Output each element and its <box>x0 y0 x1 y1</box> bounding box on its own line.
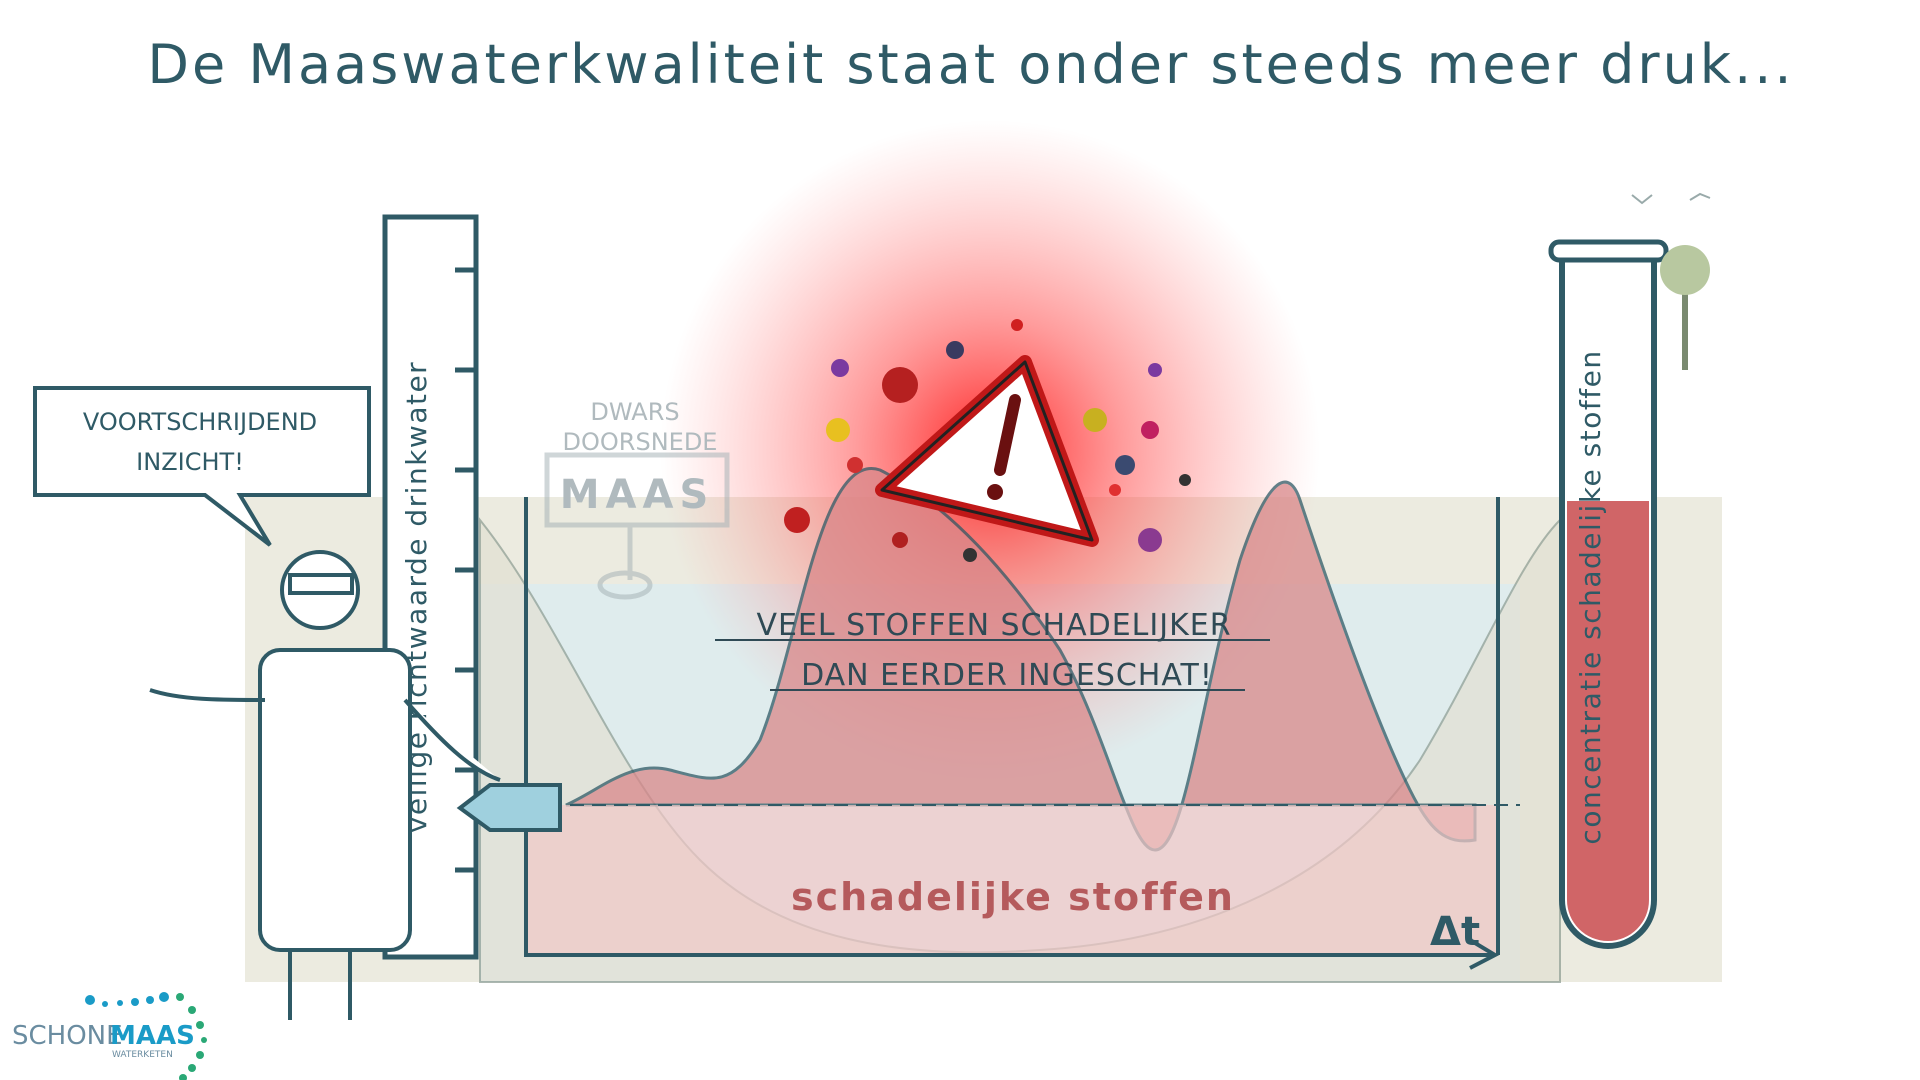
harmful-substances-label: schadelijke stoffen <box>791 875 1235 919</box>
speech-bubble <box>33 386 371 547</box>
logo-part-2: MAAS <box>110 1021 195 1051</box>
page-title: De Maaswaterkwaliteit staat onder steeds… <box>147 33 1794 96</box>
maas-sign <box>544 452 730 600</box>
warning-icon <box>875 355 1099 547</box>
bird-icon <box>1631 192 1711 205</box>
message-line-1: VEEL STOFFEN SCHADELIJKER <box>756 608 1231 643</box>
threshold-marker <box>456 783 562 832</box>
time-axis-label: Δt <box>1430 909 1480 955</box>
concentration-curve <box>565 467 1477 852</box>
sign-caption-2: DOORSNEDE <box>563 428 718 456</box>
speech-line-1: VOORTSCHRIJDEND <box>83 408 317 436</box>
test-tube-icon <box>1548 239 1669 949</box>
sign-caption-1: DWARS <box>590 398 679 426</box>
scientist-figure <box>149 550 501 1020</box>
logo-sub: WATERKETEN <box>112 1050 173 1060</box>
pollutant-particles <box>784 319 1191 562</box>
message-line-2: DAN EERDER INGESCHAT! <box>801 658 1213 693</box>
schone-maas-logo: SCHONE MAAS WATERKETEN <box>12 992 207 1080</box>
harmful-band <box>526 805 1498 955</box>
speech-line-2: INZICHT! <box>136 448 244 476</box>
tree-icon <box>1660 245 1710 370</box>
sign-label: MAAS <box>560 472 715 518</box>
tube-label: concentratie schadelijke stoffen <box>1574 349 1607 844</box>
logo-part-1: SCHONE <box>12 1021 123 1051</box>
chart-axes <box>524 497 1500 970</box>
